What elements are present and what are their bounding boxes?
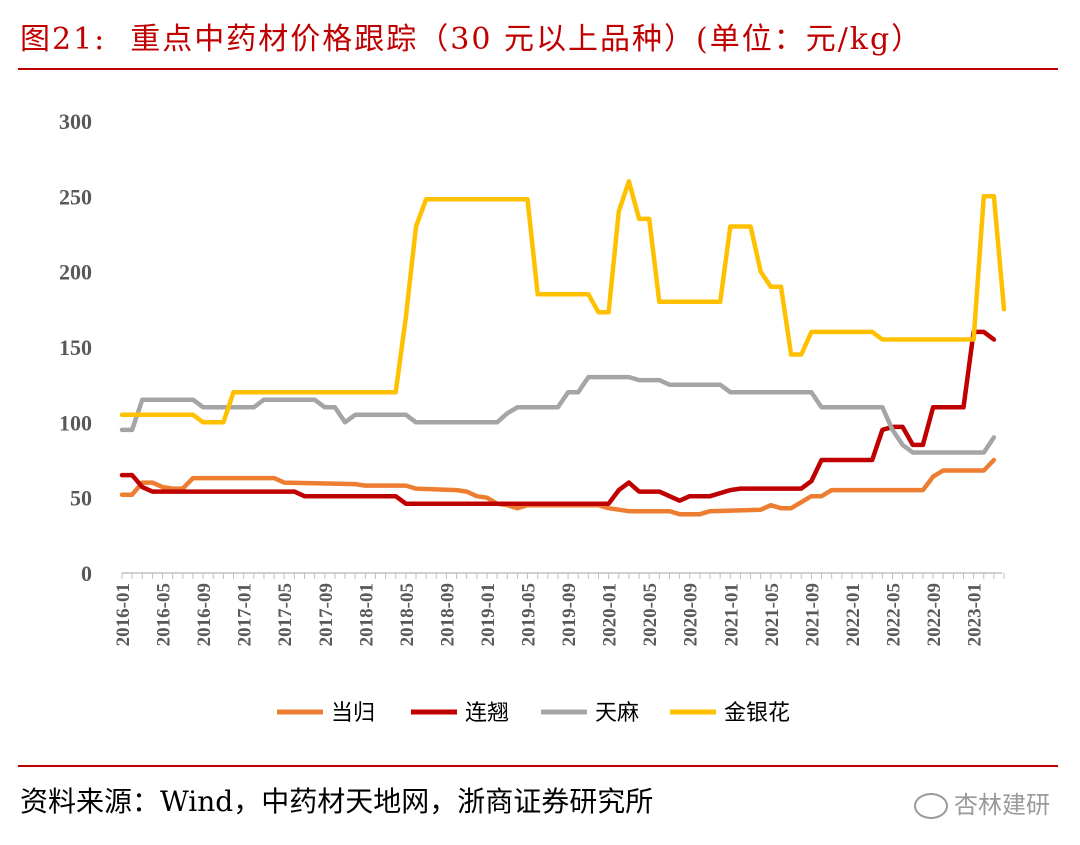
series-line-1 — [119, 457, 997, 517]
legend-label: 当归 — [331, 701, 375, 726]
x-tick-label: 2017-01 — [235, 583, 256, 646]
y-tick-label: 300 — [59, 109, 92, 134]
x-tick-label: 2021-05 — [762, 583, 783, 646]
x-tick-label: 2019-01 — [478, 583, 499, 646]
x-tick-label: 2016-01 — [113, 583, 134, 646]
chart-legend: 当归 连翘 天麻 金银花 — [277, 701, 790, 726]
x-tick-label: 2022-05 — [884, 583, 905, 646]
wechat-icon — [914, 793, 948, 819]
watermark-text: 杏林建研 — [954, 791, 1050, 819]
x-tick-label: 2020-09 — [681, 583, 702, 646]
x-tick-label: 2019-09 — [559, 583, 580, 646]
watermark: 杏林建研 — [914, 785, 1050, 820]
x-tick-label: 2023-01 — [965, 583, 986, 646]
chart-series — [119, 179, 1007, 517]
y-tick-label: 0 — [81, 561, 92, 586]
legend-label: 天麻 — [595, 701, 639, 726]
x-tick-label: 2020-01 — [600, 583, 621, 646]
x-tick-label: 2022-09 — [924, 583, 945, 646]
figure-title: 图21: 重点中药材价格跟踪（30 元以上品种）(单位：元/kg） — [20, 14, 923, 58]
line-chart: 0 50 100 150 200 250 300 2016-01 2016-05 2016-09 2… — [59, 109, 1007, 726]
x-tick-label: 2018-01 — [356, 583, 377, 646]
x-tick-label: 2021-09 — [802, 583, 823, 646]
y-tick-label: 50 — [70, 486, 92, 511]
source-rule — [18, 765, 1058, 767]
title-rule — [18, 68, 1058, 70]
y-tick-label: 200 — [59, 260, 92, 285]
legend-label: 连翘 — [465, 701, 509, 726]
figure-number: 图21: — [20, 22, 107, 57]
y-tick-label: 100 — [59, 410, 92, 435]
x-tick-label: 2021-01 — [721, 583, 742, 646]
x-tick-label: 2018-09 — [437, 583, 458, 646]
series-line-3 — [119, 374, 997, 455]
y-tick-label: 250 — [59, 184, 92, 209]
x-tick-label: 2017-09 — [316, 583, 337, 646]
series-line-4 — [119, 179, 1007, 425]
figure-title-text: 重点中药材价格跟踪（30 元以上品种）(单位：元/kg） — [130, 22, 924, 57]
chart-axes: 0 50 100 150 200 250 300 2016-01 2016-05 2016-09 2… — [59, 109, 1005, 646]
x-tick-label: 2018-05 — [397, 583, 418, 646]
x-tick-label: 2020-05 — [640, 583, 661, 646]
source-note: 资料来源：Wind，中药材天地网，浙商证券研究所 — [20, 785, 654, 818]
x-tick-label: 2016-09 — [194, 583, 215, 646]
legend-label: 金银花 — [724, 701, 790, 726]
y-tick-label: 150 — [59, 335, 92, 360]
series-line-2 — [119, 329, 997, 506]
x-tick-label: 2016-05 — [154, 583, 175, 646]
x-tick-label: 2022-01 — [843, 583, 864, 646]
x-tick-label: 2019-05 — [519, 583, 540, 646]
x-tick-label: 2017-05 — [275, 583, 296, 646]
